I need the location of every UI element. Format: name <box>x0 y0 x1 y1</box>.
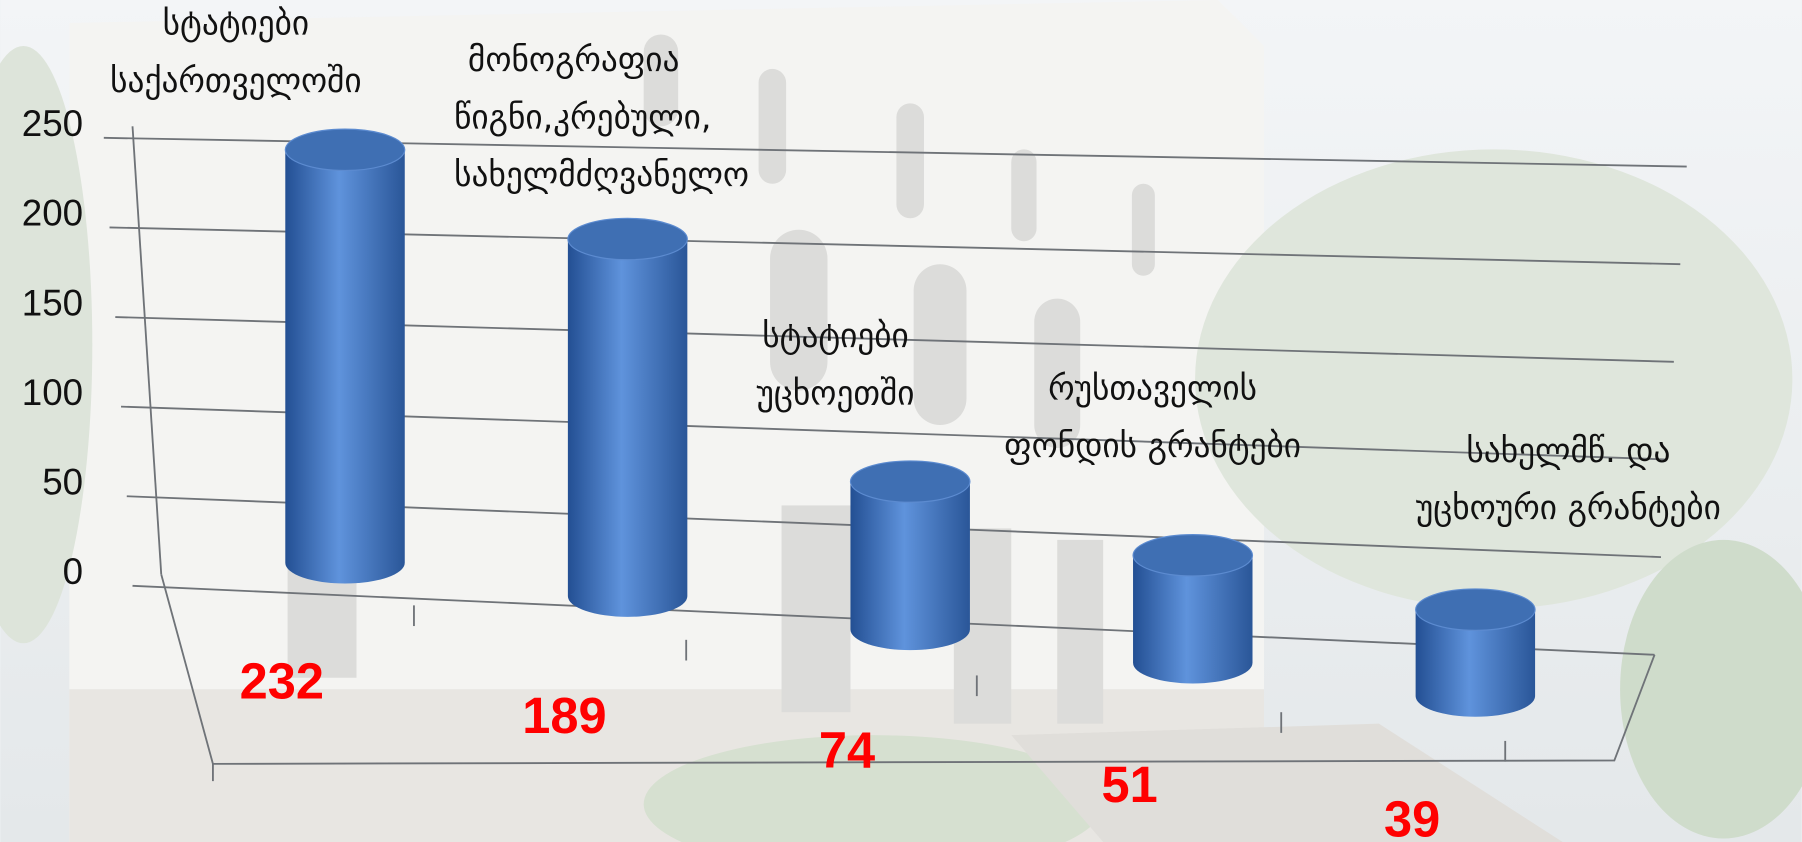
y-tick-label: 200 <box>22 193 83 234</box>
y-tick-label: 100 <box>22 372 83 413</box>
value-label: 189 <box>522 687 606 744</box>
cylinder <box>849 460 971 651</box>
y-tick-label: 150 <box>22 282 83 323</box>
category-label: სახელმწ. და უცხოური გრანტები <box>1416 431 1721 527</box>
floor <box>131 126 1656 782</box>
category-label: რუსთაველის ფონდის გრანტები <box>1004 369 1301 465</box>
cylinder-body <box>850 481 970 651</box>
category-label: სტატიები საქართველოში <box>110 3 362 99</box>
cylinder-top <box>1415 588 1536 631</box>
cylinder-body <box>285 149 405 584</box>
cylinder-body <box>1133 555 1253 684</box>
cylinder-body <box>567 239 688 617</box>
value-label: 74 <box>819 721 875 778</box>
value-label: 51 <box>1101 756 1157 813</box>
y-tick-label: 250 <box>22 103 83 144</box>
cylinder-top <box>1132 534 1254 577</box>
cylinder-top <box>849 460 971 503</box>
category-label: სტატიები უცხოეთში <box>757 316 915 412</box>
cylinder-top <box>284 128 406 172</box>
cylinder <box>1132 534 1254 684</box>
cylinder-body <box>1415 609 1536 717</box>
value-label: 39 <box>1384 790 1440 842</box>
cylinder <box>284 128 406 584</box>
y-tick-label: 0 <box>63 551 83 592</box>
cylinder-top <box>567 217 688 261</box>
value-label: 232 <box>240 652 324 709</box>
y-tick-label: 50 <box>42 461 83 502</box>
cylinder <box>1415 588 1536 717</box>
cylinder <box>567 217 688 617</box>
category-label: მონოგრაფია წიგნი,კრებული, სახელმძღვანელო <box>454 40 749 194</box>
